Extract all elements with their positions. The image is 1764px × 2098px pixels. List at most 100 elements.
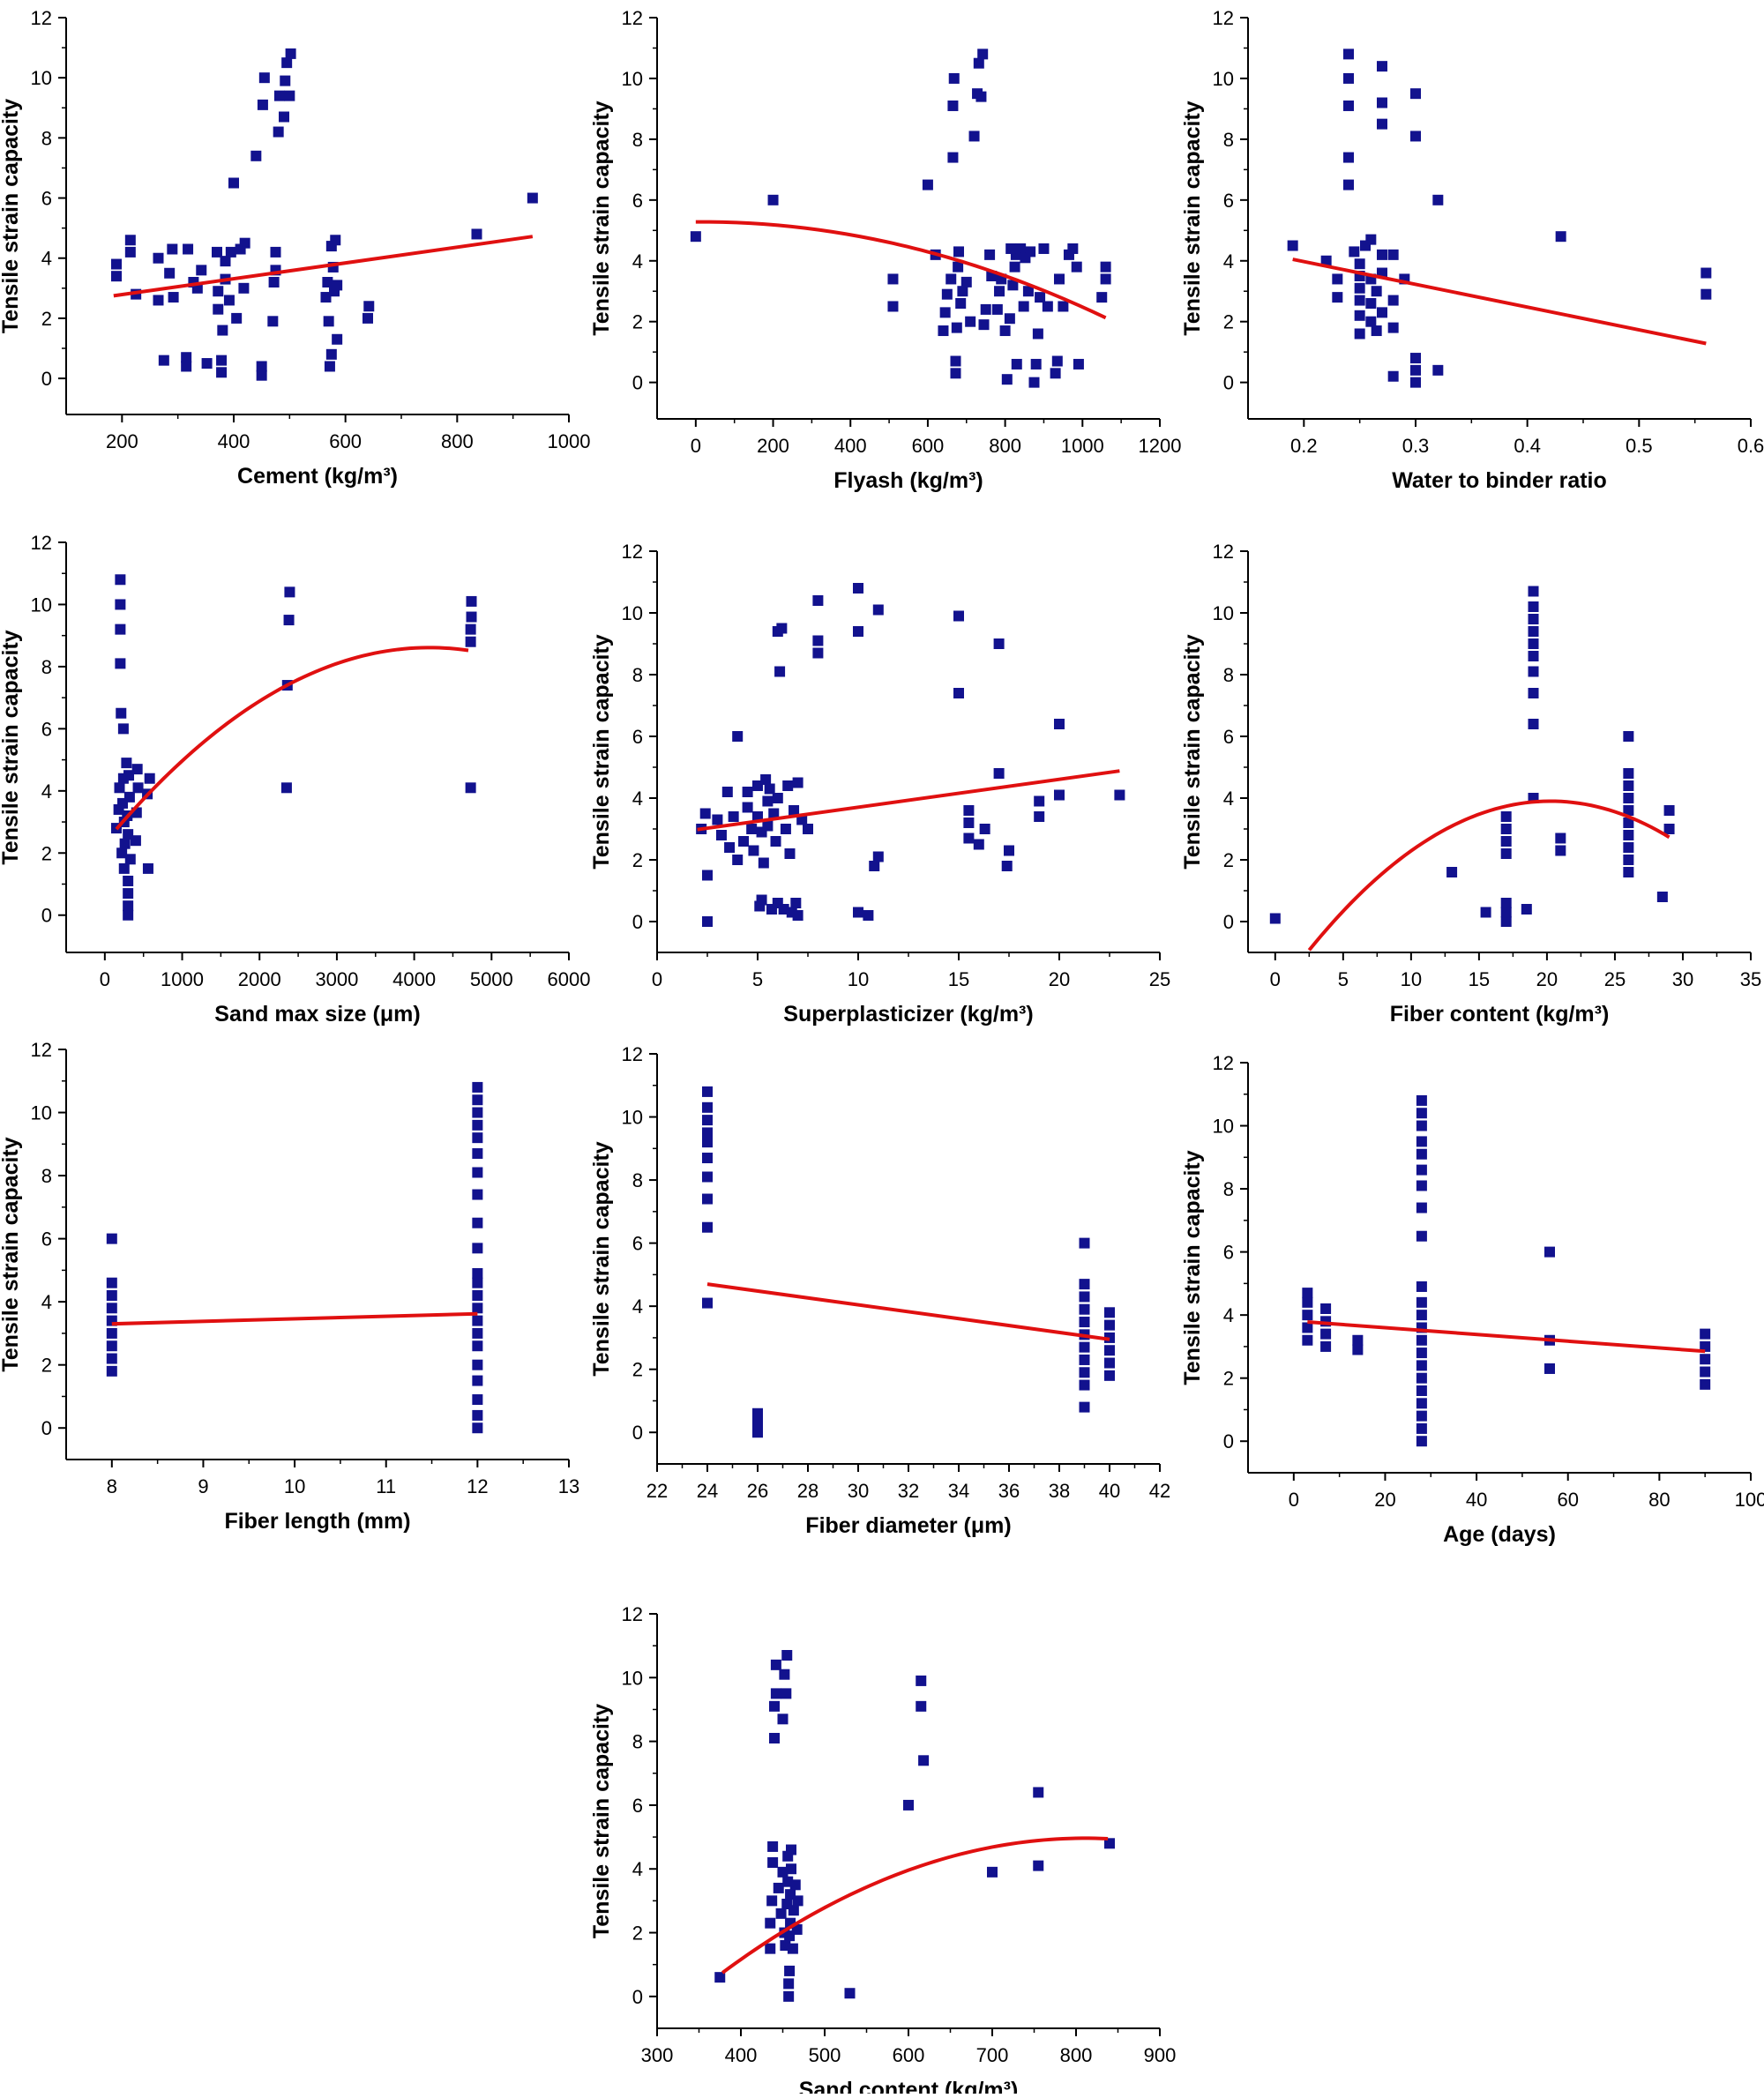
y-tick-label: 8 bbox=[632, 1731, 643, 1753]
data-point bbox=[1079, 1341, 1090, 1353]
data-point bbox=[953, 688, 964, 698]
data-point bbox=[1500, 898, 1512, 908]
data-point bbox=[118, 862, 130, 874]
x-tick-label: 0 bbox=[100, 968, 110, 990]
data-point bbox=[472, 1267, 483, 1279]
data-point bbox=[853, 626, 863, 637]
data-point bbox=[1663, 805, 1675, 816]
y-tick-label: 10 bbox=[1213, 602, 1234, 624]
data-point bbox=[124, 246, 136, 258]
x-tick-label: 2000 bbox=[238, 968, 281, 990]
data-point bbox=[777, 1866, 789, 1878]
data-point bbox=[1349, 246, 1360, 258]
data-point bbox=[106, 1233, 117, 1244]
data-point bbox=[791, 1923, 803, 1935]
x-tick-label: 300 bbox=[641, 2044, 674, 2066]
x-axis-title: Cement (kg/m³) bbox=[237, 464, 398, 489]
data-point bbox=[812, 595, 824, 606]
data-point bbox=[1416, 1360, 1427, 1371]
data-point bbox=[872, 851, 884, 862]
x-tick-label: 500 bbox=[809, 2044, 841, 2066]
data-point bbox=[1555, 231, 1566, 243]
data-point bbox=[946, 273, 957, 285]
data-point bbox=[1663, 824, 1675, 834]
data-point bbox=[1028, 377, 1040, 388]
data-point bbox=[231, 312, 243, 324]
data-point bbox=[1011, 358, 1022, 370]
data-point bbox=[947, 100, 959, 111]
data-point bbox=[702, 1115, 713, 1126]
x-tick-label: 32 bbox=[898, 1480, 919, 1502]
data-point bbox=[472, 1167, 483, 1178]
data-point bbox=[1079, 1237, 1090, 1249]
x-tick-label: 1200 bbox=[1139, 435, 1182, 457]
x-tick-label: 5000 bbox=[470, 968, 513, 990]
data-point bbox=[472, 1340, 483, 1352]
data-point bbox=[267, 316, 279, 327]
data-point bbox=[268, 277, 280, 287]
data-point bbox=[1034, 795, 1045, 807]
x-tick-label: 900 bbox=[1144, 2044, 1177, 2066]
data-point bbox=[1058, 301, 1069, 312]
x-tick-label: 26 bbox=[747, 1480, 768, 1502]
x-axis-title: Water to binder ratio bbox=[1392, 468, 1607, 493]
data-point bbox=[324, 361, 335, 372]
data-point bbox=[786, 1844, 796, 1855]
data-point bbox=[1079, 1379, 1090, 1391]
data-point bbox=[279, 111, 289, 123]
y-tick-label: 6 bbox=[41, 1228, 52, 1251]
x-axis-title: Fiber length (mm) bbox=[224, 1509, 410, 1534]
data-point bbox=[812, 635, 824, 646]
x-tick-label: 20 bbox=[1536, 968, 1558, 990]
data-point bbox=[963, 805, 975, 816]
data-point bbox=[769, 1733, 780, 1743]
y-axis-title: Tensile strain capacity bbox=[0, 1137, 23, 1371]
x-tick-label: 40 bbox=[1466, 1489, 1487, 1511]
x-tick-label: 5 bbox=[1338, 968, 1349, 990]
y-tick-label: 2 bbox=[41, 842, 52, 864]
chart-panel-1: 200 400 600 800 1000 0 2 4 6 8 10 12 Cement (kg/m³) T… bbox=[0, 7, 590, 489]
data-point bbox=[1623, 805, 1634, 816]
data-point bbox=[1104, 1307, 1115, 1318]
data-point bbox=[472, 1217, 483, 1228]
data-point bbox=[916, 1675, 927, 1686]
y-axis-title: Tensile strain capacity bbox=[0, 99, 23, 333]
y-tick-label: 12 bbox=[1213, 541, 1234, 563]
y-tick-label: 6 bbox=[41, 718, 52, 740]
data-point bbox=[773, 1882, 784, 1893]
fit-curve bbox=[1307, 1320, 1706, 1354]
data-point bbox=[1410, 377, 1421, 388]
data-point bbox=[119, 838, 131, 849]
x-tick-label: 20 bbox=[1049, 968, 1070, 990]
y-tick-label: 2 bbox=[41, 1355, 52, 1377]
y-tick-label: 8 bbox=[41, 1165, 52, 1187]
data-point bbox=[201, 358, 213, 370]
data-point bbox=[1623, 855, 1634, 865]
y-tick-label: 10 bbox=[1213, 68, 1234, 90]
data-point bbox=[1528, 601, 1539, 612]
data-point bbox=[106, 1340, 117, 1352]
data-point bbox=[1700, 267, 1712, 279]
data-point bbox=[1096, 292, 1108, 303]
data-point bbox=[472, 1290, 483, 1301]
data-point bbox=[1416, 1202, 1427, 1213]
data-point bbox=[948, 72, 960, 84]
data-point bbox=[1544, 1246, 1555, 1258]
data-point bbox=[1332, 292, 1343, 303]
data-point bbox=[768, 808, 780, 819]
y-axis-title: Tensile strain capacity bbox=[1180, 1150, 1205, 1385]
data-point bbox=[869, 861, 880, 871]
data-point bbox=[106, 1315, 117, 1326]
data-point bbox=[1302, 1288, 1313, 1299]
data-point bbox=[748, 845, 759, 856]
x-tick-label: 13 bbox=[558, 1475, 579, 1497]
data-point bbox=[690, 231, 701, 243]
data-point bbox=[1038, 243, 1050, 254]
data-point bbox=[993, 768, 1005, 779]
data-point bbox=[732, 731, 744, 742]
data-point bbox=[472, 1107, 483, 1118]
data-point bbox=[767, 194, 779, 205]
y-tick-label: 4 bbox=[1223, 788, 1234, 810]
data-point bbox=[465, 782, 476, 794]
data-point bbox=[363, 312, 373, 324]
